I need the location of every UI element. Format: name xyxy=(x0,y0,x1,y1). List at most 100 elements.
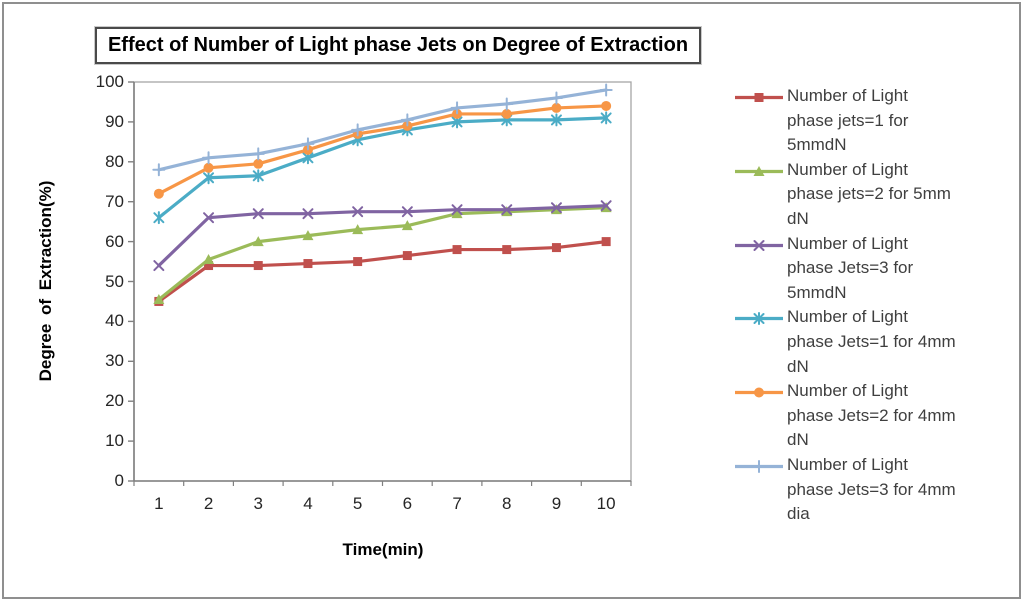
asterisk-marker-icon xyxy=(203,171,215,185)
plus-marker-icon xyxy=(251,147,265,161)
legend-label: Number of Light phase Jets=3 for 4mm dia xyxy=(787,454,956,524)
square-marker-icon xyxy=(551,243,561,253)
square-marker-icon xyxy=(502,245,512,255)
legend: Number of Light phase jets=1 for 5mmdN Numb… xyxy=(733,84,1019,527)
asterisk-marker-icon xyxy=(600,111,612,125)
series-line xyxy=(157,206,608,302)
y-tick-label: 50 xyxy=(105,271,124,291)
x-marker-icon xyxy=(501,204,513,216)
x-marker-icon xyxy=(401,206,413,218)
plus-marker-icon xyxy=(400,113,414,127)
triangle-marker-icon xyxy=(451,208,463,219)
chart-title-box: Effect of Number of Light phase Jets on … xyxy=(95,27,701,64)
plus-marker-icon xyxy=(549,91,563,105)
square-marker-icon xyxy=(303,259,313,269)
y-tick-label: 100 xyxy=(95,72,124,91)
plus-marker-icon xyxy=(152,163,166,177)
legend-label: Number of Light phase Jets=3 for 5mmdN xyxy=(787,233,914,302)
y-tick-label: 80 xyxy=(105,151,124,171)
square-marker-icon xyxy=(253,261,263,271)
series-6 xyxy=(152,83,613,177)
y-tick-label: 10 xyxy=(105,431,124,451)
legend-label: Number of Light phase Jets=2 for 4mm dN xyxy=(787,381,956,450)
x-marker-icon xyxy=(600,200,612,212)
triangle-marker-icon xyxy=(203,254,215,265)
x-tick-label: 9 xyxy=(551,494,562,513)
x-marker-icon xyxy=(451,204,463,216)
circle-marker-icon xyxy=(551,102,562,113)
legend-label: Number of Light phase jets=2 for 5mm dN xyxy=(787,159,951,228)
legend-marker-icon xyxy=(735,387,783,398)
x-axis-title: Time(min) xyxy=(342,540,424,559)
legend-item: Number of Light phase Jets=1 for 4mm dN xyxy=(733,305,1019,379)
y-tick-label: 20 xyxy=(105,391,124,411)
legend-item: Number of Light phase jets=2 for 5mm dN xyxy=(733,158,1019,232)
legend-label: Number of Light phase jets=1 for 5mmdN xyxy=(787,86,909,155)
series-line xyxy=(157,204,608,268)
plus-marker-icon xyxy=(301,137,315,151)
circle-marker-icon xyxy=(754,387,764,398)
asterisk-marker-icon xyxy=(753,312,765,326)
y-axis-title: Degree of Extraction(%) xyxy=(36,180,55,382)
circle-marker-icon xyxy=(253,158,264,169)
series-5 xyxy=(153,100,612,199)
y-tick-label: 0 xyxy=(114,471,124,490)
circle-marker-icon xyxy=(601,100,612,111)
x-tick-label: 2 xyxy=(203,494,214,513)
plus-marker-icon xyxy=(599,83,613,97)
chart-frame xyxy=(2,2,1021,599)
square-marker-icon xyxy=(353,257,363,267)
circle-marker-icon xyxy=(153,188,164,199)
series-1 xyxy=(154,237,611,306)
y-tick-label: 40 xyxy=(105,311,124,331)
y-tick-label: 90 xyxy=(105,111,124,131)
x-tick-label: 7 xyxy=(452,494,462,513)
x-tick-label: 3 xyxy=(253,494,263,513)
square-marker-icon xyxy=(754,93,764,102)
legend-marker-icon xyxy=(735,93,783,102)
square-marker-icon xyxy=(402,251,412,261)
chart-title: Effect of Number of Light phase Jets on … xyxy=(107,34,689,56)
x-tick-label: 5 xyxy=(352,494,363,513)
triangle-marker-icon xyxy=(352,224,364,235)
asterisk-marker-icon xyxy=(550,113,562,127)
x-marker-icon xyxy=(302,208,314,220)
triangle-marker-icon xyxy=(153,293,165,304)
square-marker-icon xyxy=(601,237,611,247)
x-marker-icon xyxy=(203,212,215,224)
x-marker-icon xyxy=(153,260,165,272)
x-tick-label: 6 xyxy=(402,494,413,513)
plus-marker-icon xyxy=(450,101,464,115)
series-3 xyxy=(153,200,612,272)
plus-marker-icon xyxy=(752,459,766,473)
series-line xyxy=(157,240,608,304)
series-line xyxy=(157,88,608,172)
legend-marker-icon xyxy=(735,239,783,251)
x-tick-label: 1 xyxy=(154,494,164,513)
plus-marker-icon xyxy=(351,123,365,137)
asterisk-marker-icon xyxy=(252,169,264,183)
x-tick-label: 8 xyxy=(502,494,512,513)
y-tick-label: 60 xyxy=(105,231,124,251)
series-line xyxy=(157,116,608,220)
y-tick-label: 70 xyxy=(105,191,124,211)
triangle-marker-icon xyxy=(302,230,314,241)
plus-marker-icon xyxy=(202,151,216,165)
legend-item: Number of Light phase jets=1 for 5mmdN xyxy=(733,84,1019,158)
x-tick-label: 4 xyxy=(303,494,313,513)
legend-item: Number of Light phase Jets=3 for 4mm dia xyxy=(733,453,1019,527)
legend-item: Number of Light phase Jets=3 for 5mmdN xyxy=(733,232,1019,306)
legend-label: Number of Light phase Jets=1 for 4mm dN xyxy=(787,307,956,376)
x-marker-icon xyxy=(753,239,765,251)
series-line xyxy=(157,104,608,196)
y-tick-label: 30 xyxy=(105,351,124,371)
legend-item: Number of Light phase Jets=2 for 4mm dN xyxy=(733,379,1019,453)
circle-marker-icon xyxy=(203,162,214,173)
legend-marker-icon xyxy=(735,165,783,176)
asterisk-marker-icon xyxy=(153,211,165,225)
x-marker-icon xyxy=(252,208,264,220)
triangle-marker-icon xyxy=(252,236,264,247)
x-marker-icon xyxy=(550,202,562,214)
